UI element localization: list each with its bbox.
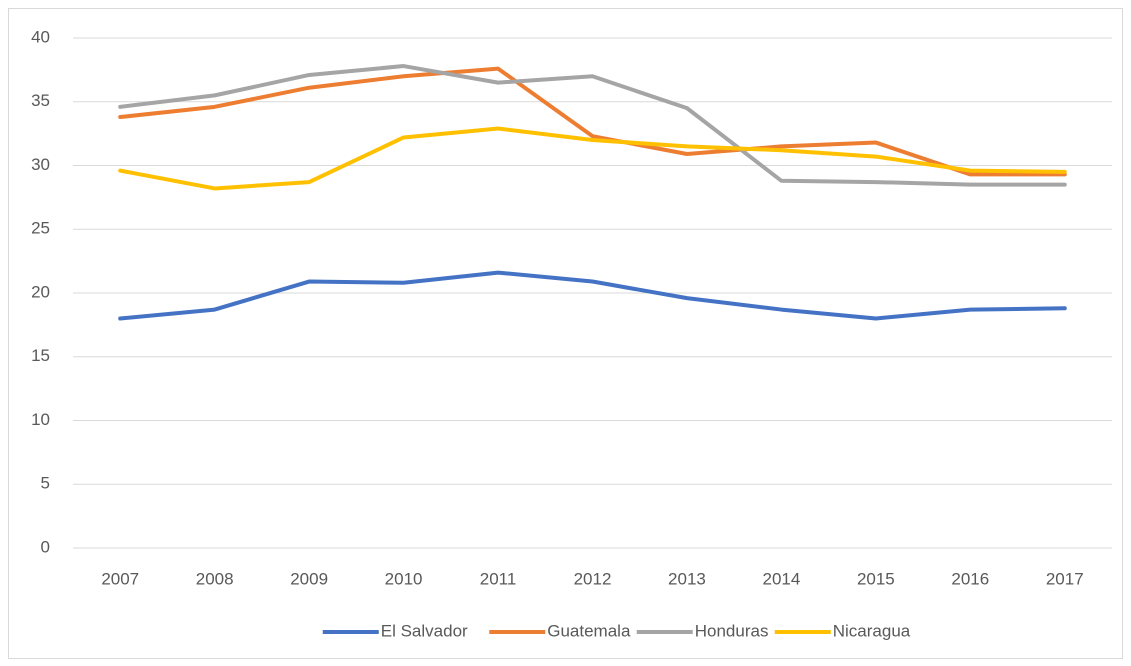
x-tick-label: 2015 — [857, 569, 895, 588]
x-tick-label: 2014 — [762, 569, 800, 588]
x-tick-label: 2013 — [668, 569, 706, 588]
x-tick-label: 2012 — [574, 569, 612, 588]
series-line — [118, 270, 1067, 321]
y-tick-label: 30 — [31, 155, 50, 174]
legend-label: El Salvador — [381, 621, 468, 640]
x-tick-label: 2011 — [480, 569, 517, 588]
y-tick-label: 10 — [31, 410, 50, 429]
x-tick-label: 2009 — [290, 569, 328, 588]
legend-label: Guatemala — [547, 621, 631, 640]
chart-frame — [8, 8, 1123, 659]
x-tick-label: 2016 — [951, 569, 989, 588]
y-tick-label: 35 — [31, 91, 50, 110]
series-line — [118, 64, 1067, 187]
x-tick-label: 2007 — [101, 569, 139, 588]
legend-label: Nicaragua — [833, 621, 911, 640]
x-tick-label: 2017 — [1046, 569, 1084, 588]
y-tick-label: 40 — [31, 27, 50, 46]
y-tick-label: 15 — [31, 346, 50, 365]
y-tick-label: 0 — [41, 537, 50, 556]
series-line — [118, 126, 1067, 191]
x-tick-label: 2008 — [196, 569, 234, 588]
y-tick-label: 20 — [31, 282, 50, 301]
series-line — [118, 66, 1067, 177]
y-tick-label: 25 — [31, 219, 50, 238]
x-tick-label: 2010 — [385, 569, 423, 588]
y-tick-label: 5 — [41, 474, 50, 493]
legend-label: Honduras — [695, 621, 769, 640]
